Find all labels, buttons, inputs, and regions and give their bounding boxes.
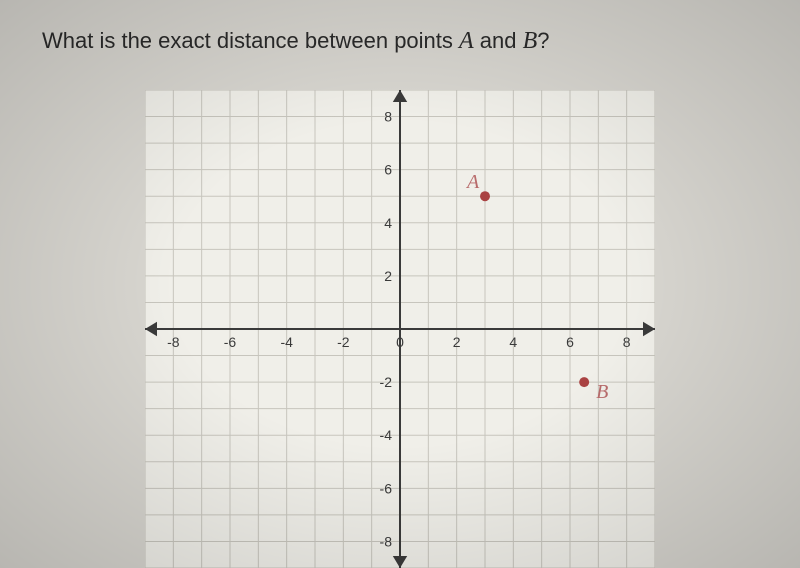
data-point bbox=[480, 191, 490, 201]
y-tick-label: 4 bbox=[384, 215, 392, 231]
x-tick-label: 4 bbox=[509, 334, 517, 350]
x-tick-label: -4 bbox=[280, 334, 293, 350]
question-mid: and bbox=[474, 28, 523, 53]
question-var-b: B bbox=[523, 28, 538, 54]
y-tick-label: -2 bbox=[380, 374, 393, 390]
question-text: What is the exact distance between point… bbox=[42, 28, 550, 55]
y-tick-label: -8 bbox=[380, 533, 393, 549]
point-label: A bbox=[465, 171, 480, 193]
x-tick-label: 6 bbox=[566, 334, 574, 350]
chart-svg: -8 -6 -4 -2 0 2 4 6 8 -8 -6 -4 -2 2 4 6 8 A B bbox=[145, 90, 655, 568]
y-tick-label: 8 bbox=[384, 109, 392, 125]
x-tick-label: 0 bbox=[396, 334, 404, 350]
x-tick-label: 2 bbox=[453, 334, 461, 350]
x-tick-label: -2 bbox=[337, 334, 350, 350]
y-tick-label: -6 bbox=[380, 480, 393, 496]
y-tick-label: 6 bbox=[384, 162, 392, 178]
x-tick-label: 8 bbox=[623, 334, 631, 350]
question-prefix: What is the exact distance between point… bbox=[42, 28, 459, 53]
point-label: B bbox=[596, 381, 608, 403]
x-tick-label: -6 bbox=[224, 334, 237, 350]
x-tick-label: -8 bbox=[167, 334, 180, 350]
data-point bbox=[579, 377, 589, 387]
coordinate-chart: -8 -6 -4 -2 0 2 4 6 8 -8 -6 -4 -2 2 4 6 8 A B bbox=[145, 90, 655, 568]
y-tick-label: -4 bbox=[380, 427, 393, 443]
y-tick-label: 2 bbox=[384, 268, 392, 284]
question-suffix: ? bbox=[537, 28, 549, 53]
question-var-a: A bbox=[459, 28, 474, 54]
